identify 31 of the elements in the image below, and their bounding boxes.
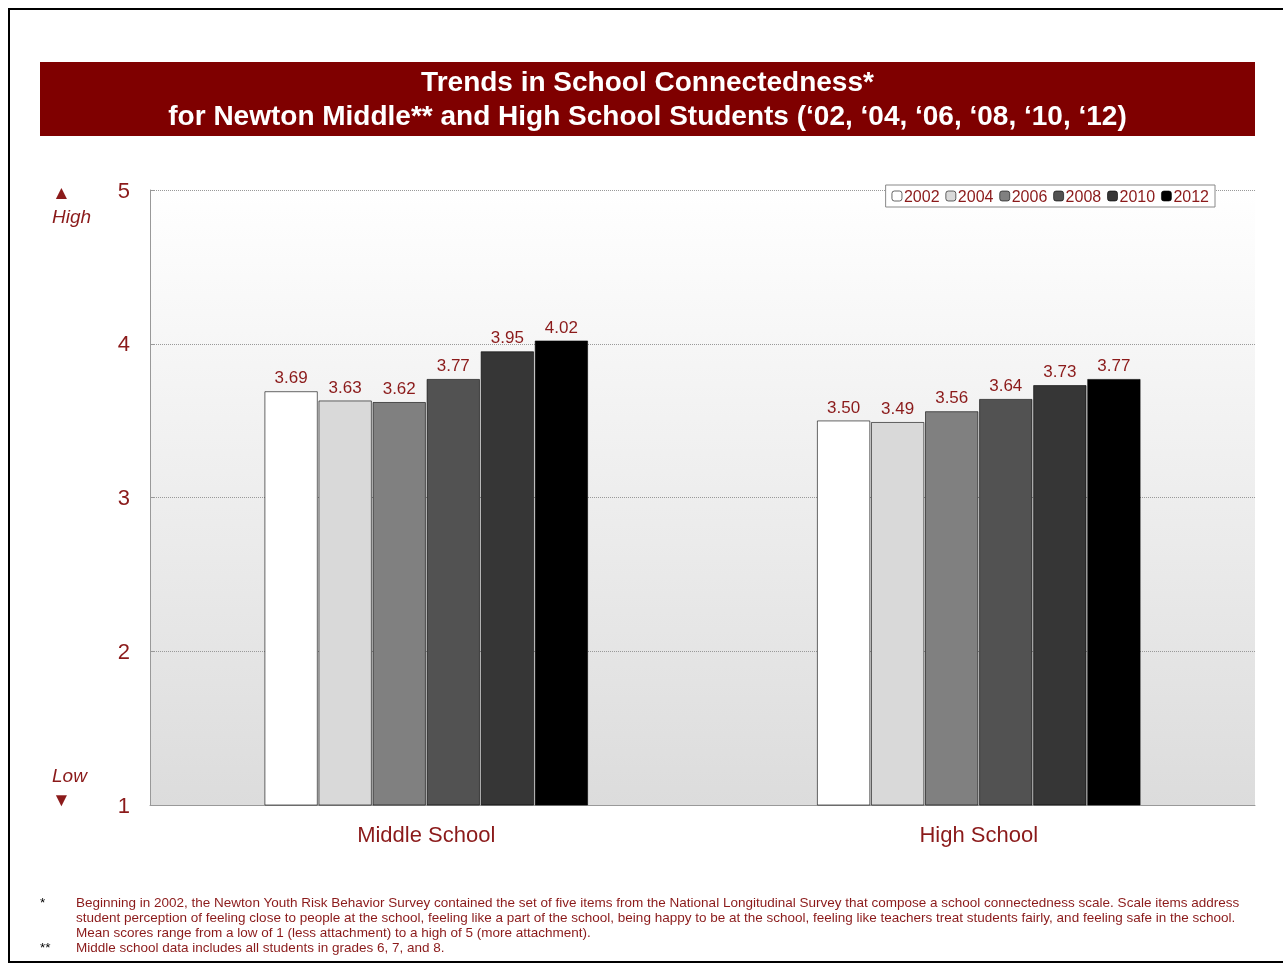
y-tick-label: 3 (117, 485, 130, 510)
legend-label: 2002 (903, 187, 940, 205)
text: 3.49 (881, 399, 915, 419)
y-tick-label: 1 (117, 792, 130, 818)
text: 3.73 (1043, 362, 1077, 382)
legend-label: 2006 (1011, 187, 1048, 205)
text: 3.69 (274, 368, 308, 388)
legend-label: 2008 (1065, 187, 1102, 205)
text: * Beginning in 2002, the Newton Youth Risk Behavior Survey contained the set of five items from the National Longitudinal Survey that compose a school connectedness scale. Scale items address student perception of feeling close to people at the school, feeling like a part of the school, being happy to be at the school, feeling like teachers treat students fairly, and feeling safe in the school. Mean scores range from a low of 1 (less attachment) to a high of 5 (more attachment). (40, 895, 1240, 940)
text: ** Middle school data includes all students in grades 6, 7, and 8. (40, 940, 445, 955)
text: 3.63 (328, 377, 362, 397)
text: 3.56 (935, 388, 969, 408)
x-tick-label: High School (919, 821, 1039, 847)
text: 3.95 (490, 328, 524, 348)
text: 3.50 (827, 397, 861, 417)
legend-label: 2012 (1173, 187, 1210, 205)
chart-subtitle: for Newton Middle** and High School Students (‘02, ‘04, ‘06, ‘08, ‘10, ‘12) (167, 99, 1128, 133)
chart-title: Trends in School Connectedness* (420, 65, 875, 99)
x-tick-label: Middle School (357, 821, 496, 847)
legend-label: 2004 (957, 187, 994, 205)
text: ▲ High (52, 181, 92, 227)
text: 3.77 (1097, 356, 1131, 376)
text: 3.62 (382, 379, 416, 399)
y-tick-label: 4 (117, 331, 130, 357)
y-tick-label: 5 (117, 177, 130, 203)
text: 3.77 (436, 356, 470, 376)
text: 4.02 (544, 317, 578, 337)
y-tick-label: 2 (117, 638, 130, 664)
legend-label: 2010 (1119, 187, 1156, 205)
text: 3.64 (989, 376, 1023, 396)
text: Low ▼ (52, 764, 89, 810)
